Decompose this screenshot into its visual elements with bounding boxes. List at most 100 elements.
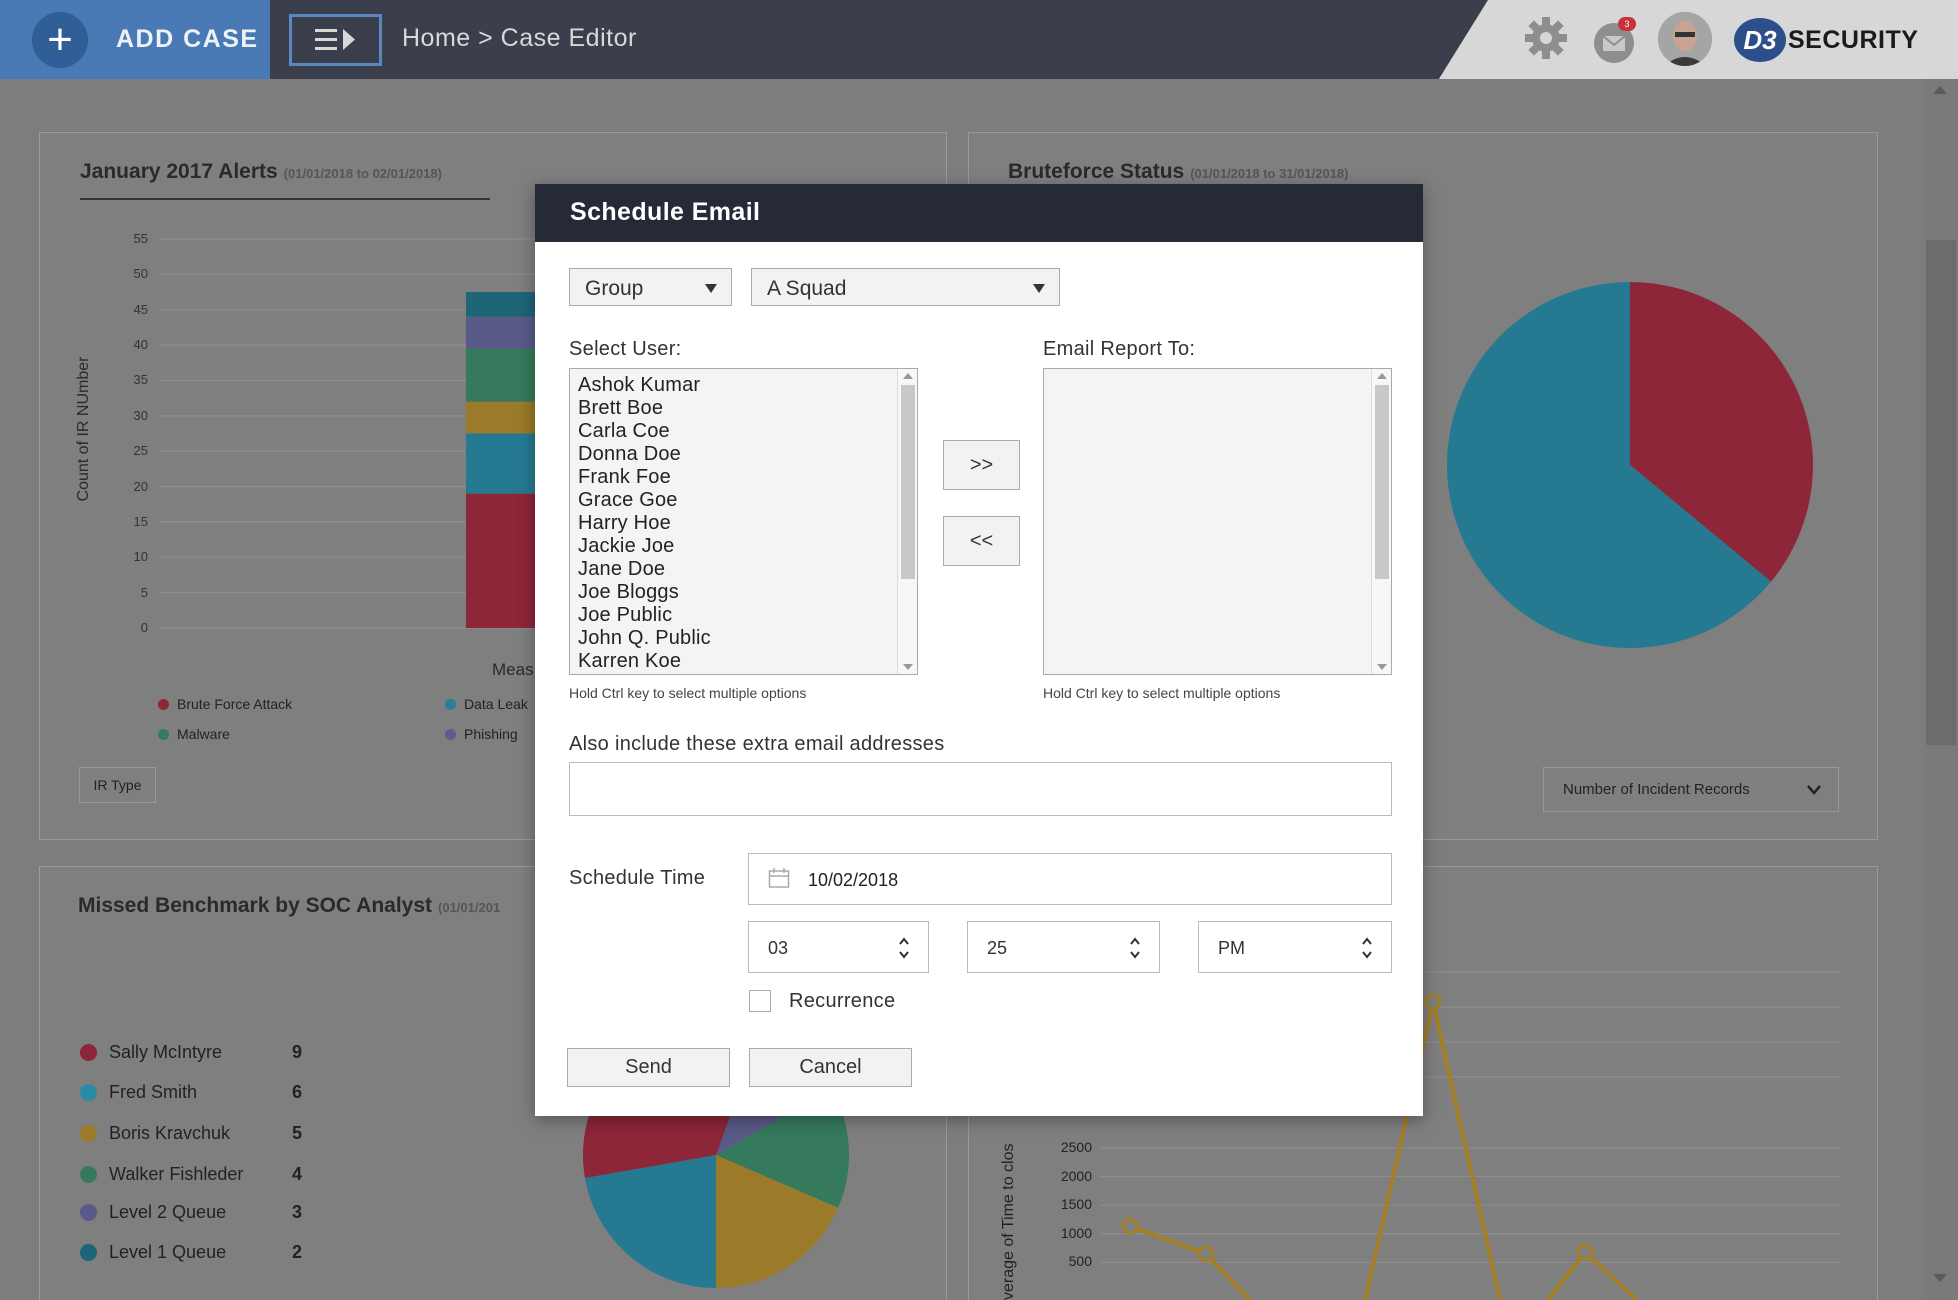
menu-toggle-button[interactable] [289, 14, 382, 66]
extra-emails-label: Also include these extra email addresses [569, 733, 945, 755]
bruteforce-pie-chart [1446, 282, 1813, 648]
user-option[interactable]: Brett Boe [578, 397, 664, 419]
benchmark-row: Level 1 Queue 2 [80, 1242, 302, 1263]
legend-swatch [445, 728, 456, 740]
plus-icon: + [32, 11, 88, 68]
recipient-list-scrollbar[interactable] [1371, 369, 1391, 674]
add-recipient-button[interactable]: >> [943, 440, 1020, 490]
analyst-name: Walker Fishleder [109, 1164, 244, 1184]
user-option[interactable]: Jane Doe [578, 558, 666, 580]
y-tick-label: 500 [1068, 1253, 1092, 1270]
y-tick-label: 45 [133, 301, 148, 317]
benchmark-panel-title: Missed Benchmark by SOC Analyst (01/01/20… [78, 894, 500, 918]
metric-dropdown[interactable]: Number of Incident Records [1543, 767, 1839, 812]
scrollbar-thumb[interactable] [1375, 385, 1389, 579]
scroll-up-icon[interactable] [903, 373, 913, 379]
recurrence-label: Recurrence [789, 990, 896, 1012]
minute-stepper[interactable]: 25 [967, 921, 1160, 973]
schedule-time-label: Schedule Time [569, 867, 706, 889]
legend-swatch [80, 1044, 97, 1061]
squad-select[interactable]: A Squad [751, 268, 1060, 306]
hour-value: 03 [768, 938, 789, 958]
y-tick-label: 1500 [1060, 1196, 1092, 1213]
benchmark-row: Level 2 Queue 3 [80, 1202, 302, 1223]
user-option[interactable]: Joe Public [578, 604, 673, 626]
schedule-date-input[interactable]: 10/02/2018 [748, 853, 1392, 905]
pie-slice [584, 1155, 716, 1288]
schedule-date-value: 10/02/2018 [808, 870, 899, 890]
user-option[interactable]: Donna Doe [578, 443, 681, 465]
metric-dropdown-value: Number of Incident Records [1563, 781, 1750, 798]
analyst-name: Sally McIntyre [109, 1042, 223, 1062]
legend-swatch [445, 698, 456, 710]
bruteforce-title-text: Bruteforce Status [1008, 160, 1185, 183]
analyst-name: Level 2 Queue [109, 1202, 227, 1222]
alerts-panel-title: January 2017 Alerts (01/01/2018 to 02/01/… [80, 160, 442, 184]
logo-mark: D3 [1734, 18, 1786, 62]
send-button[interactable]: Send [567, 1048, 730, 1087]
title-underline [80, 198, 490, 200]
user-option[interactable]: Harry Hoe [578, 512, 671, 534]
gear-icon[interactable] [1524, 16, 1568, 60]
user-option[interactable]: Ashok Kumar [578, 374, 701, 396]
bar-segment [466, 401, 536, 434]
legend-swatch [158, 698, 169, 710]
recurrence-checkbox[interactable] [749, 990, 771, 1012]
scroll-down-icon[interactable] [1932, 1272, 1948, 1284]
missed-count: 4 [292, 1164, 303, 1184]
legend-brute-force: Brute Force Attack [158, 696, 292, 712]
recipient-listbox[interactable] [1043, 368, 1392, 675]
extra-emails-input[interactable] [569, 762, 1392, 816]
user-listbox[interactable]: Ashok Kumar Brett Boe Carla Coe Donna Doe Fr… [569, 368, 918, 675]
ir-type-filter-button[interactable]: IR Type [79, 767, 156, 803]
hour-stepper[interactable]: 03 [748, 921, 929, 973]
legend-label: Phishing [464, 726, 518, 742]
user-option[interactable]: John Q. Public [578, 627, 711, 649]
user-option[interactable]: Carla Coe [578, 420, 670, 442]
cancel-button[interactable]: Cancel [749, 1048, 912, 1087]
dropdown-arrow-icon [705, 284, 717, 293]
scroll-up-icon[interactable] [1377, 373, 1387, 379]
analyst-name: Boris Kravchuk [109, 1123, 231, 1143]
user-option[interactable]: Jackie Joe [578, 535, 675, 557]
remove-recipient-button[interactable]: << [943, 516, 1020, 566]
user-option[interactable]: Grace Goe [578, 489, 678, 511]
stepper-arrows-icon[interactable] [898, 935, 910, 961]
user-option[interactable]: Karren Koe [578, 650, 682, 672]
bar-segment [466, 493, 536, 628]
scrollbar-thumb[interactable] [901, 385, 915, 579]
user-list-scrollbar[interactable] [897, 369, 917, 674]
bar-segment [466, 433, 536, 494]
user-option[interactable]: Joe Bloggs [578, 581, 679, 603]
legend-label: Malware [177, 726, 230, 742]
y-tick-label: 50 [133, 266, 148, 282]
benchmark-row: Walker Fishleder 4 [80, 1164, 302, 1185]
group-select-value: Group [585, 277, 644, 300]
group-select[interactable]: Group [569, 268, 732, 306]
stepper-arrows-icon[interactable] [1361, 935, 1373, 961]
user-option[interactable]: Frank Foe [578, 466, 671, 488]
logo-text: SECURITY [1788, 25, 1919, 54]
y-tick-label: 2500 [1060, 1139, 1092, 1155]
pie-slice [716, 1088, 849, 1208]
benchmark-title-text: Missed Benchmark by SOC Analyst [78, 894, 433, 917]
scroll-up-icon[interactable] [1932, 84, 1948, 96]
schedule-email-dialog: Schedule Email Group A Squad Select User… [535, 184, 1423, 1116]
mail-button[interactable]: 3 [1590, 17, 1640, 63]
ampm-stepper[interactable]: PM [1198, 921, 1392, 973]
data-point [1576, 1243, 1594, 1261]
add-case-button[interactable]: + ADD CASE [0, 0, 270, 79]
stepper-arrows-icon[interactable] [1129, 935, 1141, 961]
scroll-down-icon[interactable] [1377, 664, 1387, 670]
page-scrollbar-thumb[interactable] [1926, 240, 1956, 745]
squad-select-value: A Squad [767, 277, 847, 300]
analyst-name: Fred Smith [109, 1082, 198, 1102]
data-point [1121, 1217, 1139, 1235]
legend-malware: Malware [158, 726, 230, 742]
avatar[interactable] [1658, 12, 1712, 66]
data-point [1424, 993, 1442, 1011]
legend-swatch [80, 1125, 97, 1142]
d3-security-logo: D3 SECURITY [1734, 18, 1918, 62]
scroll-down-icon[interactable] [903, 664, 913, 670]
